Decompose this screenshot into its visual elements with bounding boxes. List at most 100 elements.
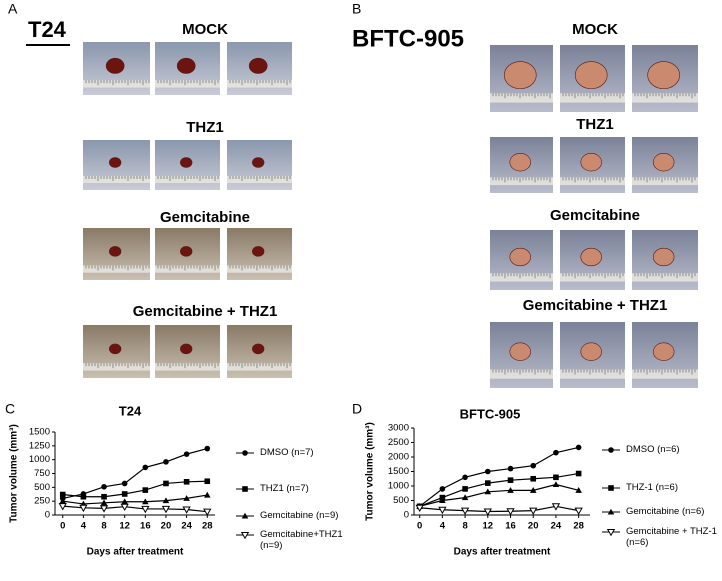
- tumor: [105, 57, 125, 74]
- marker: [553, 449, 559, 456]
- marker: [59, 491, 66, 498]
- tumor: [180, 157, 193, 168]
- tumor: [180, 246, 193, 257]
- legend-item: Gemcitabine (n=6): [602, 506, 720, 518]
- y-tick-label: 500: [393, 495, 409, 506]
- x-tick-label: 0: [60, 521, 65, 532]
- legend-item: Gemcitabine+THZ1 (n=9): [236, 529, 354, 551]
- marker: [242, 450, 248, 456]
- tumor: [652, 153, 675, 172]
- ruler: [227, 80, 292, 88]
- tumor: [252, 157, 265, 168]
- x-axis-label: Days after treatment: [87, 547, 184, 558]
- photos: [83, 42, 698, 388]
- y-axis-label: Tumor volume (mm³): [9, 424, 20, 523]
- marker: [483, 508, 492, 516]
- chart-title: BFTC-905: [460, 406, 521, 421]
- marker: [462, 486, 468, 492]
- series-line: [62, 480, 208, 498]
- marker: [163, 480, 169, 487]
- ruler: [632, 273, 698, 282]
- series-line: [419, 446, 579, 507]
- marker: [608, 485, 614, 491]
- ruler: [560, 369, 625, 379]
- ruler: [227, 176, 292, 183]
- tumor: [252, 246, 265, 257]
- marker: [121, 491, 128, 497]
- ruler: [83, 363, 150, 371]
- tumor: [503, 61, 537, 90]
- marker: [163, 459, 169, 465]
- marker: [183, 479, 190, 485]
- legend-swatch: [602, 485, 620, 491]
- ruler: [83, 80, 150, 88]
- marker: [162, 497, 170, 504]
- group-title: Gemcitabine + THZ1: [523, 297, 668, 314]
- y-tick-label: 0: [404, 510, 409, 521]
- marker: [575, 487, 582, 493]
- marker: [59, 497, 67, 504]
- marker: [79, 504, 88, 513]
- legend-label: THZ1 (n=7): [260, 483, 309, 494]
- panel-label: A: [8, 1, 18, 17]
- x-tick-label: 16: [505, 521, 516, 532]
- y-tick-label: 2000: [388, 452, 409, 463]
- ruler: [560, 273, 625, 282]
- marker: [552, 481, 560, 488]
- tumor: [180, 343, 193, 355]
- x-tick-label: 16: [140, 521, 151, 532]
- legend-label: Gemcitabine (n=9): [260, 510, 339, 521]
- chart-title: T24: [119, 403, 142, 418]
- tumor: [109, 246, 122, 257]
- marker: [100, 499, 108, 506]
- marker: [575, 444, 582, 451]
- x-tick-label: 8: [101, 521, 106, 532]
- series-line: [419, 505, 579, 513]
- ruler: [560, 177, 625, 186]
- marker: [530, 462, 537, 469]
- cell-line: BFTC-905: [352, 25, 464, 52]
- legend-item: THZ-1 (n=6): [602, 482, 720, 494]
- tumor: [248, 57, 268, 74]
- x-tick-label: 0: [417, 521, 422, 532]
- marker: [120, 503, 129, 512]
- marker: [182, 506, 191, 514]
- tumor: [509, 342, 531, 361]
- marker: [203, 508, 212, 516]
- y-tick-label: 1500: [29, 427, 50, 438]
- marker: [460, 507, 470, 515]
- y-tick-label: 500: [34, 482, 50, 493]
- ruler: [155, 176, 220, 183]
- ruler: [155, 80, 220, 88]
- y-axis-label: Tumor volume (mm³): [365, 422, 376, 521]
- marker: [462, 474, 468, 481]
- x-tick-label: 12: [119, 521, 130, 532]
- legend-swatch: [602, 529, 620, 537]
- ruler: [560, 93, 625, 103]
- ruler: [83, 176, 150, 183]
- series-line: [62, 505, 208, 513]
- marker: [101, 493, 107, 500]
- marker: [530, 475, 537, 482]
- legend-swatch: [236, 450, 254, 456]
- legend-swatch: [236, 512, 254, 519]
- legend-item: THZ1 (n=7): [236, 483, 354, 495]
- marker: [575, 470, 582, 477]
- tumor: [509, 153, 531, 172]
- panel-label: C: [5, 401, 15, 417]
- marker: [551, 503, 561, 511]
- y-tick-label: 1500: [388, 466, 409, 477]
- tumor: [252, 343, 265, 355]
- legend-item: Gemcitabine (n=9): [236, 510, 354, 522]
- marker: [58, 503, 67, 511]
- ruler: [490, 177, 553, 186]
- marker: [141, 505, 150, 514]
- ruler: [155, 363, 220, 371]
- y-tick-label: 1250: [29, 440, 50, 451]
- marker: [607, 508, 615, 515]
- marker: [240, 532, 250, 540]
- legend-swatch: [602, 447, 620, 453]
- marker: [507, 465, 514, 472]
- group-title: Gemcitabine + THZ1: [133, 303, 278, 320]
- x-tick-label: 8: [462, 521, 467, 532]
